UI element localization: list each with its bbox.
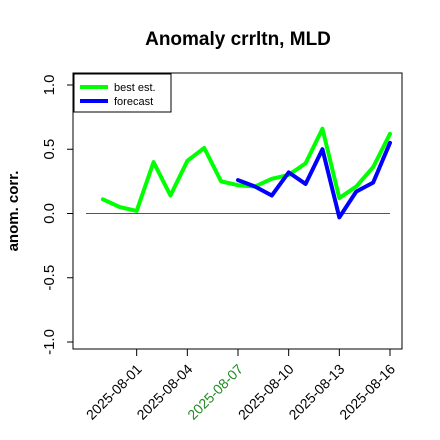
y-tick-label-1-0: -1.0 bbox=[41, 329, 58, 355]
legend-label-best-est: best est. bbox=[114, 82, 156, 94]
x-tick-label-2025-08-16: 2025-08-16 bbox=[336, 361, 398, 423]
series-line-best-est bbox=[100, 126, 392, 213]
legend-label-forecast: forecast bbox=[114, 96, 153, 108]
y-axis-label: anom. corr. bbox=[5, 171, 22, 252]
y-tick-label-0-0: 0.0 bbox=[41, 203, 58, 224]
x-axis: 2025-08-012025-08-042025-08-072025-08-10… bbox=[83, 349, 398, 423]
legend-box bbox=[73, 73, 172, 113]
series-line-forecast bbox=[236, 140, 392, 220]
y-axis: -1.0 -0.5 0.0 0.5 1.0 bbox=[41, 75, 73, 355]
y-tick-label-0-5: -0.5 bbox=[41, 265, 58, 291]
chart-title: Anomaly crrltn, MLD bbox=[145, 29, 331, 50]
series-layer bbox=[100, 126, 392, 220]
legend: best est. forecast bbox=[73, 73, 172, 113]
plot-frame bbox=[72, 72, 403, 350]
y-tick-label-0-5: 0.5 bbox=[41, 139, 58, 160]
y-tick-label-1-0: 1.0 bbox=[41, 75, 58, 96]
